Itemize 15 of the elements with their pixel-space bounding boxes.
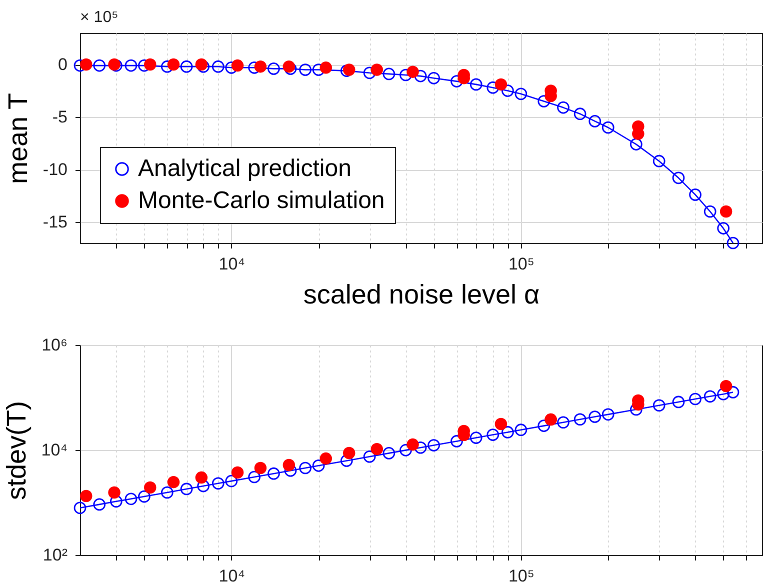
y-tick-label: -15	[42, 212, 68, 232]
legend-label: Analytical prediction	[138, 155, 352, 182]
text: × 10⁵	[80, 9, 118, 26]
y-axis-title: mean T	[2, 92, 33, 184]
y-axis-title: stdev(T)	[1, 400, 32, 500]
x-tick-label: 10⁵	[508, 254, 534, 274]
y-tick-label: 10⁶	[42, 336, 68, 354]
x-axis-title: scaled noise level α	[303, 280, 540, 310]
x-tick-label: 10⁵	[508, 566, 534, 583]
y-tick-label: -10	[42, 160, 68, 179]
y-tick-label: 0	[58, 55, 68, 74]
y-tick-label: -5	[52, 108, 68, 126]
y-tick-label: 10⁴	[41, 440, 68, 460]
legend-label: Monte-Carlo simulation	[138, 187, 385, 214]
y-tick-label: 10²	[42, 546, 68, 564]
